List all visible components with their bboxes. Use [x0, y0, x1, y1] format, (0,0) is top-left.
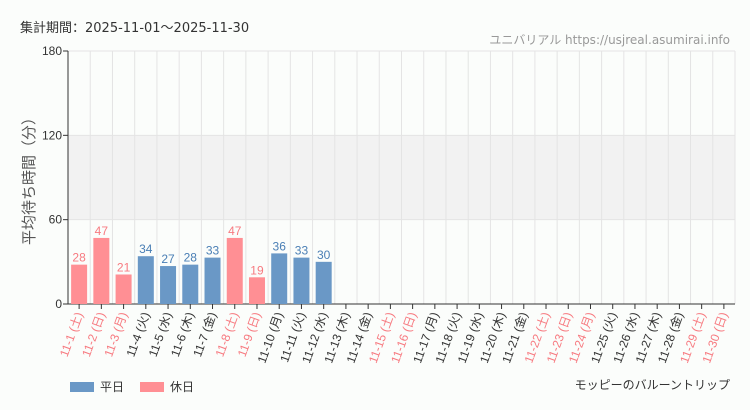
- y-axis-label: 平均待ち時間（分）: [20, 110, 38, 245]
- legend: 平日 休日: [70, 378, 194, 395]
- bar: [204, 257, 221, 304]
- bar: [293, 257, 310, 304]
- data-label: 47: [228, 224, 242, 238]
- bar: [315, 261, 332, 304]
- legend-swatch: [140, 381, 165, 392]
- data-label: 34: [139, 242, 153, 256]
- data-label: 30: [317, 248, 331, 262]
- bar: [93, 237, 110, 304]
- bar: [160, 266, 177, 304]
- bar: [71, 264, 88, 304]
- data-label: 27: [161, 252, 175, 266]
- legend-label: 休日: [170, 380, 195, 394]
- data-label: 19: [250, 263, 264, 277]
- y-tick-label: 120: [42, 128, 62, 142]
- period-label: 集計期間：2025-11-01〜2025-11-30: [20, 21, 250, 36]
- bar: [271, 253, 288, 304]
- legend-item-holiday[interactable]: 休日: [140, 378, 194, 395]
- bar: [137, 256, 154, 304]
- bar: [248, 277, 265, 304]
- y-tick-label: 0: [55, 297, 62, 311]
- data-label: 33: [206, 244, 220, 258]
- legend-item-weekday[interactable]: 平日: [70, 378, 124, 395]
- legend-label: 平日: [100, 380, 125, 394]
- data-label: 28: [72, 251, 86, 265]
- bar: [182, 264, 199, 304]
- y-tick-label: 60: [49, 213, 63, 227]
- data-label: 21: [117, 260, 131, 274]
- bar: [226, 237, 243, 304]
- data-label: 28: [184, 251, 198, 265]
- legend-swatch: [70, 381, 94, 392]
- data-label: 36: [273, 239, 287, 253]
- y-tick-label: 180: [42, 44, 62, 58]
- bar: [115, 274, 132, 304]
- source-label: ユニバリアル https://usjreal.asumirai.info: [489, 33, 730, 47]
- data-label: 33: [295, 244, 309, 258]
- data-label: 47: [95, 224, 109, 238]
- footer-note: モッピーのバルーントリップ: [574, 378, 730, 392]
